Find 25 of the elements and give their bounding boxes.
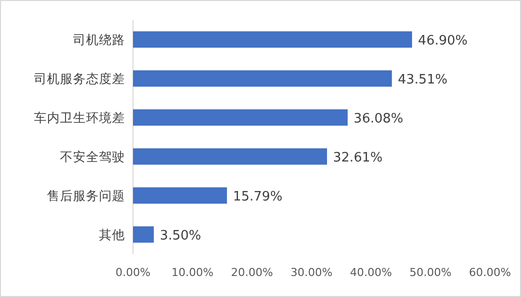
x-tick-label: 60.00% <box>469 266 511 279</box>
y-tick-label: 司机绕路 <box>73 32 125 47</box>
y-tick-label: 其他 <box>99 227 125 242</box>
data-label: 43.51% <box>398 72 448 88</box>
x-tick-label: 30.00% <box>290 266 332 279</box>
data-label: 3.50% <box>160 228 202 244</box>
y-tick-label: 车内卫生环境差 <box>34 110 125 125</box>
bar <box>133 226 154 243</box>
bar <box>133 31 412 48</box>
bar <box>133 70 392 87</box>
data-label: 15.79% <box>232 190 283 204</box>
x-tick-label: 50.00% <box>410 266 452 279</box>
bar <box>133 109 348 126</box>
bar <box>133 148 328 165</box>
x-tick-label: 0.00% <box>116 266 150 279</box>
bar <box>133 187 227 204</box>
data-label: 36.08% <box>354 112 404 126</box>
x-tick-label: 20.00% <box>231 266 273 279</box>
y-tick-label: 售后服务问题 <box>47 188 125 203</box>
x-tick-label: 10.00% <box>172 266 214 279</box>
y-tick-label: 司机服务态度差 <box>34 71 125 86</box>
data-label: 46.90% <box>418 34 468 48</box>
y-tick-label: 不安全驾驶 <box>60 149 125 164</box>
data-label: 32.61% <box>333 150 383 166</box>
x-tick-label: 40.00% <box>350 266 392 279</box>
